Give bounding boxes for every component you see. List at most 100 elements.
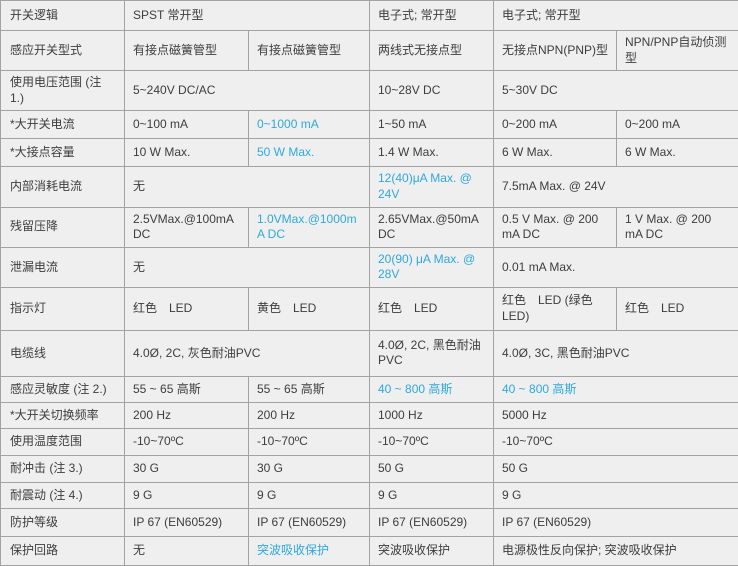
- spec-value: NPN/PNP自动侦测型: [617, 31, 738, 71]
- spec-value: 红色 LED: [617, 287, 738, 330]
- spec-value: 30 G: [249, 455, 370, 482]
- spec-value: 突波吸收保护: [249, 536, 370, 565]
- spec-value: IP 67 (EN60529): [494, 508, 738, 536]
- spec-value: -10~70ºC: [125, 428, 249, 455]
- spec-value: 0.01 mA Max.: [494, 247, 738, 287]
- row-label: 防护等级: [1, 508, 125, 536]
- spec-value: 突波吸收保护: [370, 536, 494, 565]
- spec-value: 5~30V DC: [494, 71, 738, 111]
- spec-value: 无: [125, 247, 370, 287]
- spec-value: 9 G: [494, 482, 738, 508]
- spec-value: -10~70ºC: [249, 428, 370, 455]
- row-label: *大接点容量: [1, 139, 125, 167]
- spec-value: 红色 LED: [370, 287, 494, 330]
- spec-value: 1000 Hz: [370, 402, 494, 428]
- spec-row: 使用温度范围-10~70ºC-10~70ºC-10~70ºC-10~70ºC: [1, 428, 738, 455]
- row-label: 使用电压范围 (注 1.): [1, 71, 125, 111]
- spec-value: 2.65VMax.@50mA DC: [370, 207, 494, 247]
- spec-value: 9 G: [370, 482, 494, 508]
- spec-value: 4.0Ø, 3C, 黑色耐油PVC: [494, 330, 738, 376]
- spec-value: -10~70ºC: [494, 428, 738, 455]
- spec-value: 9 G: [125, 482, 249, 508]
- spec-value: 200 Hz: [125, 402, 249, 428]
- spec-value: 30 G: [125, 455, 249, 482]
- row-label: 泄漏电流: [1, 247, 125, 287]
- spec-value: 55 ~ 65 高斯: [125, 376, 249, 402]
- row-label: 残留压降: [1, 207, 125, 247]
- spec-value: 有接点磁簧管型: [249, 31, 370, 71]
- row-label: *大开关切换频率: [1, 402, 125, 428]
- spec-value: 2.5VMax.@100mA DC: [125, 207, 249, 247]
- spec-value: 55 ~ 65 高斯: [249, 376, 370, 402]
- spec-value: 无: [125, 536, 249, 565]
- spec-value: 1.0VMax.@1000mA DC: [249, 207, 370, 247]
- spec-value: SPST 常开型: [125, 1, 370, 31]
- spec-value: 10~28V DC: [370, 71, 494, 111]
- spec-value: 4.0Ø, 2C, 灰色耐油PVC: [125, 330, 370, 376]
- spec-value: 5~240V DC/AC: [125, 71, 370, 111]
- spec-value: 40 ~ 800 高斯: [494, 376, 738, 402]
- spec-value: 1.4 W Max.: [370, 139, 494, 167]
- spec-value: 10 W Max.: [125, 139, 249, 167]
- spec-value: 50 G: [370, 455, 494, 482]
- spec-value: 20(90) μA Max. @ 28V: [370, 247, 494, 287]
- spec-value: 1 V Max. @ 200 mA DC: [617, 207, 738, 247]
- spec-value: 无: [125, 167, 370, 207]
- spec-value: -10~70ºC: [370, 428, 494, 455]
- spec-value: 0~100 mA: [125, 111, 249, 139]
- spec-value: 0~200 mA: [494, 111, 617, 139]
- row-label: *大开关电流: [1, 111, 125, 139]
- spec-value: 电子式; 常开型: [494, 1, 738, 31]
- spec-value: 有接点磁簧管型: [125, 31, 249, 71]
- spec-value: 200 Hz: [249, 402, 370, 428]
- row-label: 耐冲击 (注 3.): [1, 455, 125, 482]
- spec-value: 6 W Max.: [494, 139, 617, 167]
- spec-value: IP 67 (EN60529): [370, 508, 494, 536]
- spec-value: 5000 Hz: [494, 402, 738, 428]
- spec-value: 0.5 V Max. @ 200 mA DC: [494, 207, 617, 247]
- spec-value: IP 67 (EN60529): [249, 508, 370, 536]
- spec-value: 电源极性反向保护; 突波吸收保护: [494, 536, 738, 565]
- spec-value: IP 67 (EN60529): [125, 508, 249, 536]
- row-label: 感应灵敏度 (注 2.): [1, 376, 125, 402]
- spec-value: 4.0Ø, 2C, 黑色耐油PVC: [370, 330, 494, 376]
- spec-value: 红色 LED: [125, 287, 249, 330]
- row-label: 开关逻辑: [1, 1, 125, 31]
- spec-value: 6 W Max.: [617, 139, 738, 167]
- spec-value: 50 W Max.: [249, 139, 370, 167]
- spec-value: 黄色 LED: [249, 287, 370, 330]
- spec-value: 12(40)μA Max. @ 24V: [370, 167, 494, 207]
- row-label: 保护回路: [1, 536, 125, 565]
- spec-value: 0~200 mA: [617, 111, 738, 139]
- spec-row: 保护回路无突波吸收保护突波吸收保护电源极性反向保护; 突波吸收保护: [1, 536, 738, 565]
- row-label: 使用温度范围: [1, 428, 125, 455]
- spec-value: 40 ~ 800 高斯: [370, 376, 494, 402]
- spec-value: 7.5mA Max. @ 24V: [494, 167, 738, 207]
- spec-value: 0~1000 mA: [249, 111, 370, 139]
- spec-value: 两线式无接点型: [370, 31, 494, 71]
- spec-value: 电子式; 常开型: [370, 1, 494, 31]
- spec-value: 1~50 mA: [370, 111, 494, 139]
- row-label: 指示灯: [1, 287, 125, 330]
- row-label: 电缆线: [1, 330, 125, 376]
- spec-value: 红色 LED (绿色 LED): [494, 287, 617, 330]
- row-label: 感应开关型式: [1, 31, 125, 71]
- row-label: 内部消耗电流: [1, 167, 125, 207]
